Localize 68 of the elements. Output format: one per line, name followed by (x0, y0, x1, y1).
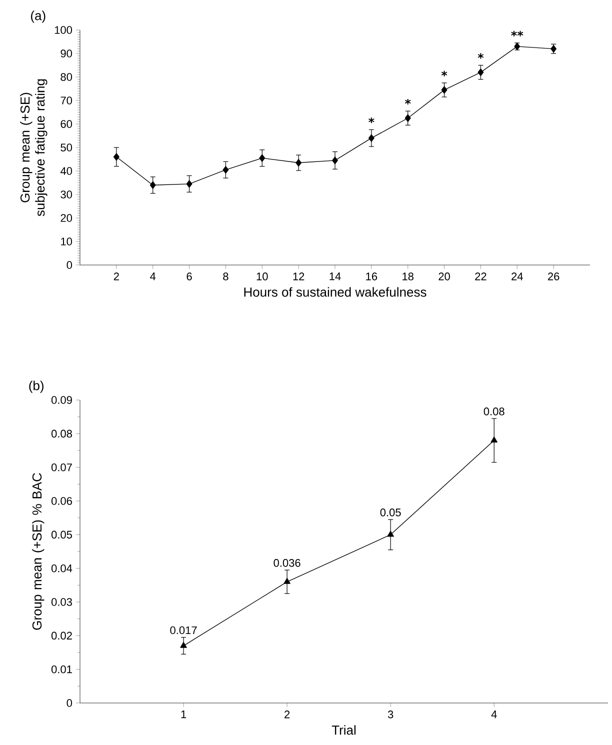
y-tick-label: 0.01 (51, 665, 72, 674)
annotation: * (441, 70, 448, 76)
y-tick-label: 70 (60, 96, 72, 104)
x-tick-label: 4 (150, 272, 156, 280)
point (296, 158, 302, 167)
y-tick-label: 0.07 (51, 463, 72, 472)
x-tick-label: 10 (256, 272, 268, 280)
y-tick-label: 90 (60, 50, 72, 58)
point (441, 86, 448, 94)
y-tick-label: 20 (60, 214, 72, 222)
y-axis-title: Group mean (+SE) % BAC (32, 473, 44, 630)
x-tick-label: 26 (548, 272, 560, 280)
x-tick-label: 2 (114, 272, 119, 280)
point (259, 154, 266, 162)
y-tick-label: 40 (60, 167, 72, 175)
annotation: ** (511, 30, 524, 36)
y-tick-label: 0 (66, 699, 72, 707)
x-tick-label: 2 (284, 710, 290, 718)
x-tick-label: 24 (512, 272, 523, 280)
point (368, 134, 374, 142)
point (490, 436, 498, 443)
y-tick-label: 0.03 (51, 598, 72, 606)
point (404, 114, 411, 122)
point (113, 153, 120, 161)
y-tick-label: 10 (61, 238, 72, 246)
x-axis-title: Trial (332, 725, 356, 735)
data-label: 0.05 (380, 508, 401, 516)
x-tick-label: 3 (388, 710, 394, 718)
point (332, 156, 338, 164)
y-tick-label: 0.05 (51, 530, 72, 539)
point (387, 530, 394, 537)
x-tick-label: 1 (181, 710, 186, 718)
y-tick-label: 0.02 (51, 632, 72, 640)
point (478, 68, 484, 76)
y-tick-label: 60 (60, 120, 72, 128)
x-tick-label: 22 (475, 272, 486, 280)
x-tick-label: 20 (438, 272, 450, 280)
y-tick-label: 0 (66, 261, 72, 269)
annotation: * (478, 53, 484, 59)
data-label: 0.08 (484, 408, 504, 416)
x-tick-label: 16 (366, 272, 378, 280)
y-tick-label: 100 (54, 26, 72, 34)
y-tick-label: 30 (60, 190, 72, 198)
point (284, 578, 290, 584)
y-tick-label: 80 (60, 73, 72, 81)
x-axis-title: Hours of sustained wakefulness (244, 287, 426, 297)
x-tick-label: 18 (402, 272, 414, 280)
x-tick-label: 4 (491, 710, 497, 718)
annotation: * (404, 98, 411, 105)
chart-title: (b) (29, 380, 44, 393)
y-tick-label: 0.06 (51, 497, 72, 505)
chart-title: (a) (30, 10, 46, 23)
point (150, 181, 156, 189)
x-tick-label: 6 (186, 272, 192, 280)
point (186, 180, 192, 188)
point (222, 166, 229, 174)
point (180, 642, 187, 648)
data-label: 0.036 (274, 559, 300, 567)
y-tick-label: 0.04 (51, 564, 72, 572)
x-tick-label: 12 (293, 272, 304, 280)
y-tick-label: 0.09 (51, 396, 72, 404)
x-tick-label: 14 (330, 272, 341, 280)
annotation: * (368, 118, 374, 124)
y-tick-label: 0.08 (51, 430, 72, 438)
y-tick-label: 50 (60, 144, 72, 152)
data-label: 0.017 (170, 626, 197, 634)
x-tick-label: 8 (223, 272, 228, 280)
y-axis-title: Group mean (+SE) subjective fatigue rating (20, 79, 48, 216)
